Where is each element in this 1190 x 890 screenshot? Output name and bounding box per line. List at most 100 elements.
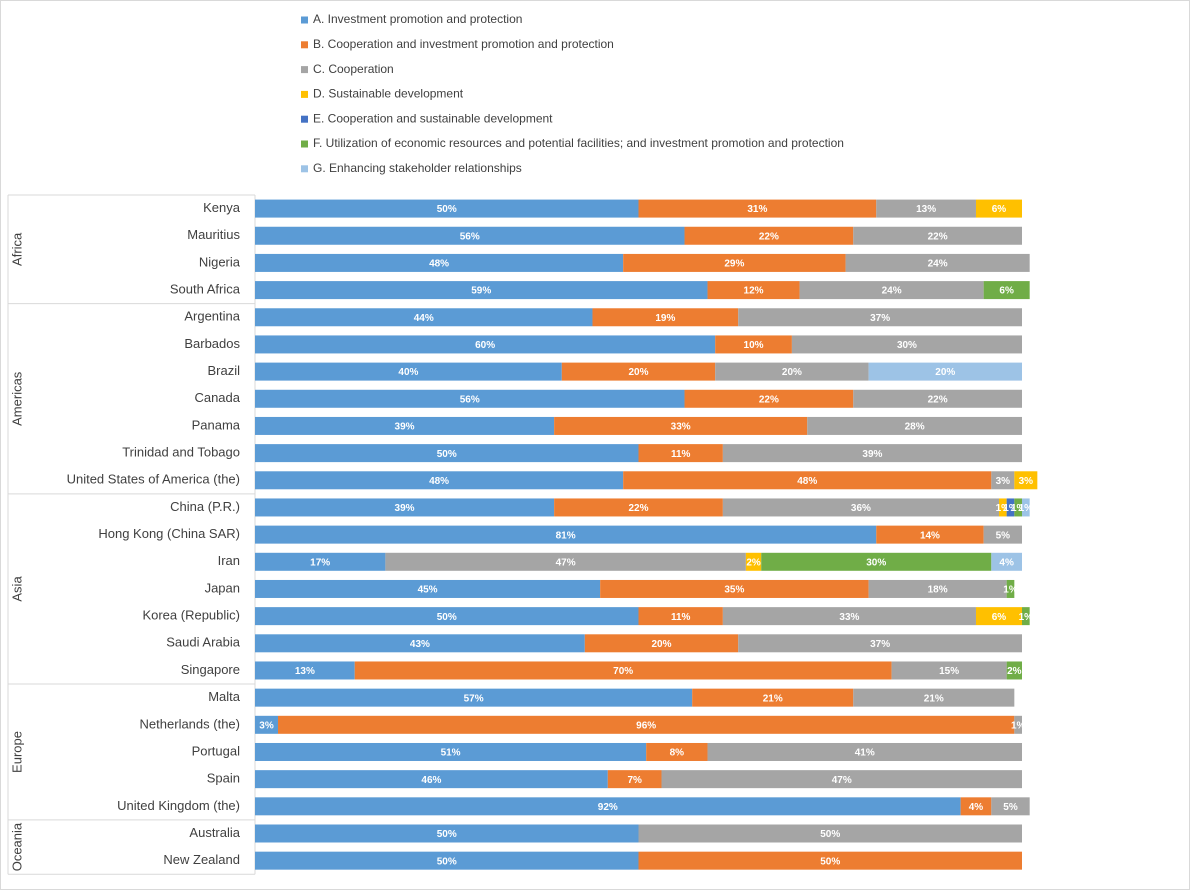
value-label: 19% (655, 313, 675, 324)
bar-segment (255, 308, 593, 327)
bar-segment (761, 552, 992, 571)
bar-segment (255, 552, 386, 571)
bar-segment (1014, 715, 1022, 734)
bar-segment (1014, 498, 1022, 517)
value-label: 22% (628, 503, 648, 514)
value-label: 3% (996, 476, 1011, 487)
value-label: 1% (1003, 503, 1018, 514)
bar-segment (684, 226, 854, 245)
value-label: 48% (429, 259, 449, 270)
value-label: 57% (464, 693, 484, 704)
category-label: Trinidad and Tobago (122, 445, 240, 460)
bar-segment (998, 498, 1007, 517)
bar-segment (638, 851, 1022, 870)
bar-segment (960, 797, 992, 816)
bar-segment (975, 199, 1022, 218)
category-label: New Zealand (163, 852, 240, 867)
value-label: 50% (437, 204, 457, 215)
bar-segment (623, 471, 992, 490)
value-label: 40% (398, 367, 418, 378)
value-label: 13% (295, 666, 315, 677)
group-label: Europe (9, 731, 24, 773)
value-label: 17% (310, 557, 330, 568)
value-label: 44% (414, 313, 434, 324)
bar-segment (983, 281, 1030, 300)
value-label: 56% (460, 231, 480, 242)
bar-segment (991, 471, 1015, 490)
bar-segment (255, 715, 279, 734)
category-label: Canada (194, 390, 240, 405)
bar-segment (255, 471, 624, 490)
value-label: 41% (855, 748, 875, 759)
value-label: 50% (437, 449, 457, 460)
legend-swatch (301, 41, 308, 49)
bar-segment (255, 688, 693, 707)
value-label: 22% (759, 231, 779, 242)
category-label: Hong Kong (China SAR) (98, 526, 240, 541)
value-label: 43% (410, 639, 430, 650)
bar-segment (1006, 579, 1015, 598)
value-label: 48% (797, 476, 817, 487)
legend-swatch (301, 90, 308, 98)
bar-segment (975, 607, 1022, 626)
bar-segment (255, 498, 555, 517)
value-label: 1% (1003, 585, 1018, 596)
value-label: 30% (897, 340, 917, 351)
legend-label: G. Enhancing stakeholder relationships (313, 161, 522, 175)
legend-swatch (301, 140, 308, 148)
value-label: 6% (999, 286, 1014, 297)
bar-segment (745, 552, 762, 571)
value-label: 46% (421, 775, 441, 786)
value-label: 2% (1007, 666, 1022, 677)
category-label: United States of America (the) (67, 472, 240, 487)
bar-segment (255, 362, 562, 381)
group-label: Asia (9, 576, 24, 602)
bar-segment (807, 416, 1022, 435)
bar-segment (255, 281, 708, 300)
legend-label: E. Cooperation and sustainable developme… (313, 111, 553, 125)
value-label: 47% (556, 557, 576, 568)
bar-segment (876, 199, 976, 218)
bar-segment (255, 335, 716, 354)
bar-segment (891, 661, 1007, 680)
category-label: Nigeria (199, 254, 241, 269)
value-label: 10% (744, 340, 764, 351)
value-label: 20% (628, 367, 648, 378)
value-label: 2% (746, 557, 761, 568)
bar-segment (354, 661, 892, 680)
value-label: 6% (992, 612, 1007, 623)
value-label: 28% (905, 422, 925, 433)
value-label: 21% (763, 693, 783, 704)
value-label: 22% (928, 394, 948, 405)
value-label: 92% (598, 802, 618, 813)
bar-segment (600, 579, 869, 598)
value-label: 22% (928, 231, 948, 242)
value-label: 50% (437, 612, 457, 623)
bar-segment (584, 634, 739, 653)
value-label: 50% (820, 856, 840, 867)
bar-segment (255, 851, 639, 870)
bar-segment (255, 824, 639, 843)
bar-segment (1014, 471, 1038, 490)
legend-label: F. Utilization of economic resources and… (313, 136, 844, 150)
value-label: 35% (724, 585, 744, 596)
value-label: 15% (939, 666, 959, 677)
bar-segment (722, 607, 976, 626)
category-label: Netherlands (the) (140, 716, 240, 731)
bar-segment (1022, 498, 1030, 517)
group-label: Oceania (9, 822, 24, 871)
bar-segment (255, 797, 961, 816)
value-label: 22% (759, 394, 779, 405)
bar-segment (707, 281, 800, 300)
value-label: 3% (259, 720, 274, 731)
category-label: Korea (Republic) (142, 608, 240, 623)
value-label: 1% (1019, 612, 1034, 623)
bar-segment (592, 308, 739, 327)
bar-segment (255, 579, 601, 598)
category-label: Australia (189, 825, 240, 840)
value-label: 39% (395, 503, 415, 514)
category-label: Malta (208, 689, 241, 704)
bar-segment (738, 308, 1022, 327)
value-label: 51% (441, 748, 461, 759)
bar-segment (845, 253, 1030, 272)
